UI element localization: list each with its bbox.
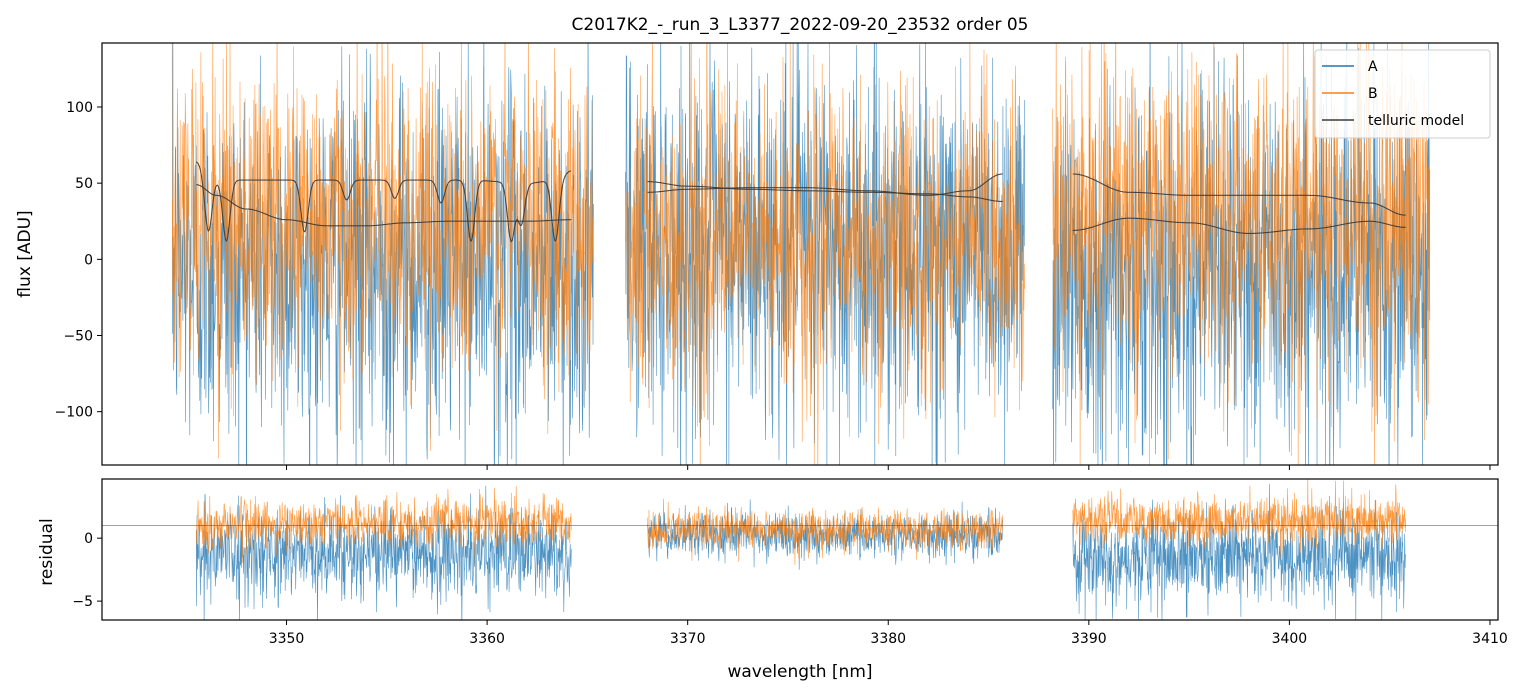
x-tick-label: 3350 [269, 631, 305, 647]
residual-axes-frame [101, 478, 1499, 621]
x-tick-label: 3360 [469, 631, 505, 647]
series-a-segment-2 [625, 43, 1025, 465]
flux-y-tick-label: 50 [75, 176, 93, 192]
flux-plot-area [171, 43, 1431, 465]
x-tick-label: 3370 [670, 631, 706, 647]
flux-y-tick-label: 0 [84, 252, 93, 268]
flux-panel: −100 −50 0 50 100 flux [ADU] A B telluric mo… [15, 42, 1499, 470]
residual-b-segment-2 [647, 498, 1003, 566]
flux-y-tick-label: 100 [66, 100, 93, 116]
telluric-model-curve-5 [1072, 173, 1406, 216]
telluric-model-curve-4 [647, 173, 1003, 196]
telluric-model-curve-1 [196, 184, 572, 227]
x-tick-label: 3400 [1272, 631, 1308, 647]
residual-y-label: residual [37, 518, 57, 585]
x-tick-label: 3380 [870, 631, 906, 647]
residual-a-segment-3 [1072, 483, 1406, 620]
x-axis-label: wavelength [nm] [727, 662, 872, 682]
legend-box [1314, 49, 1491, 139]
series-b-segment-2 [625, 43, 1025, 465]
flux-axes-frame [101, 42, 1499, 466]
legend-label-a: A [1368, 59, 1378, 75]
telluric-model-curve-2 [196, 161, 572, 243]
telluric-model-curve-3 [647, 181, 1003, 202]
flux-y-label: flux [ADU] [15, 210, 35, 297]
residual-y-tick-label: −5 [72, 594, 93, 610]
telluric-model-curve-6 [1072, 217, 1406, 234]
flux-y-ticks: −100 −50 0 50 100 [55, 100, 102, 421]
legend-label-telluric: telluric model [1368, 113, 1464, 129]
residual-plot-area [102, 479, 1498, 620]
x-tick-label: 3410 [1472, 631, 1508, 647]
legend-label-b: B [1368, 86, 1378, 102]
residual-y-ticks: −5 0 [72, 531, 102, 610]
chart-title: C2017K2_-_run_3_L3377_2022-09-20_23532 o… [572, 15, 1029, 35]
residual-panel: −5 0 3350 3360 3370 3380 3390 3400 3410 residua… [37, 478, 1508, 682]
series-b-segment-3 [1052, 43, 1431, 465]
residual-y-tick-label: 0 [84, 531, 93, 547]
flux-y-tick-label: −100 [55, 405, 93, 421]
residual-a-segment-2 [647, 499, 1003, 570]
residual-x-ticks: 3350 3360 3370 3380 3390 3400 3410 [269, 620, 1508, 647]
residual-b-segment-1 [196, 486, 572, 568]
flux-x-ticks [286, 465, 1491, 470]
x-tick-label: 3390 [1071, 631, 1107, 647]
flux-y-tick-label: −50 [63, 329, 93, 345]
legend: A B telluric model [1314, 49, 1491, 139]
